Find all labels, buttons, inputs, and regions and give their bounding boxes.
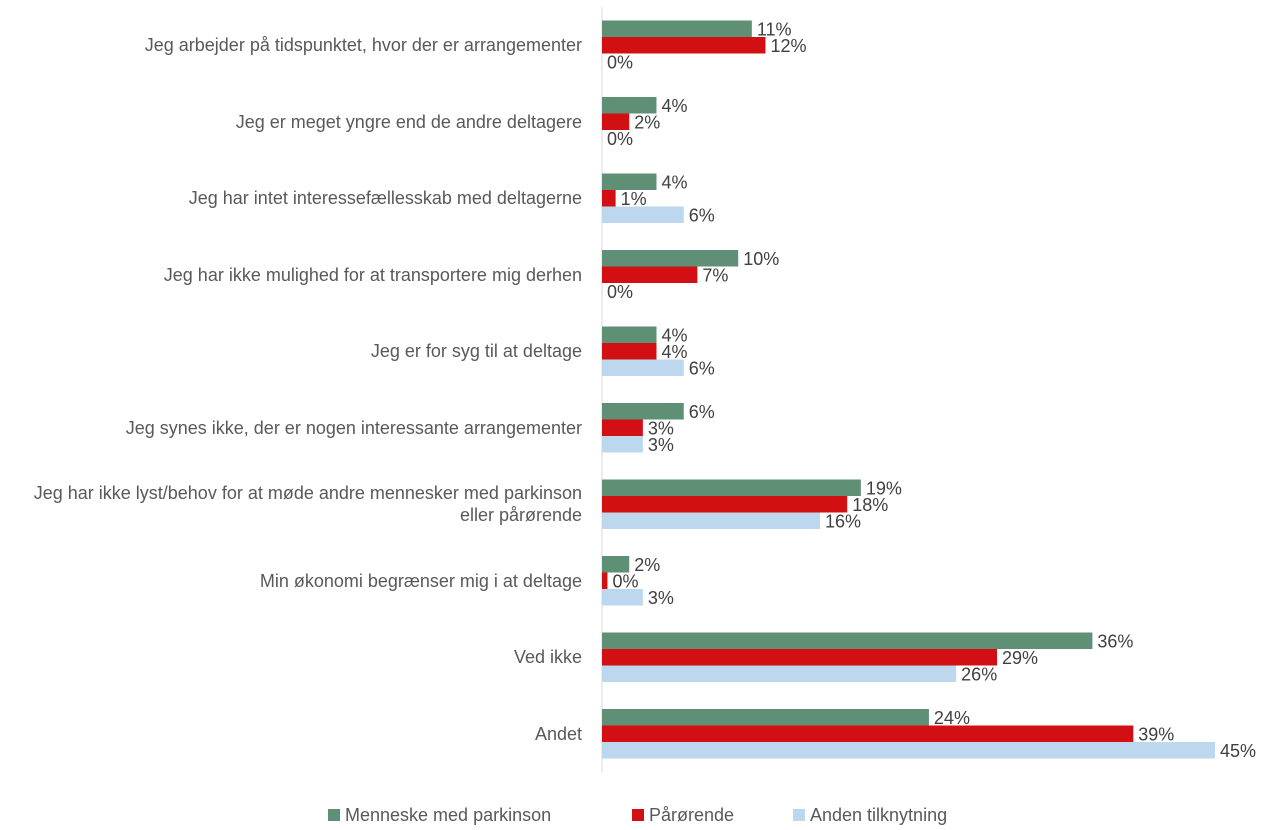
bar xyxy=(602,37,766,54)
bar xyxy=(602,496,848,513)
data-label: 24% xyxy=(934,708,970,728)
legend-label: Anden tilknytning xyxy=(810,805,947,825)
bar xyxy=(602,359,684,376)
bar xyxy=(602,742,1215,759)
bar xyxy=(602,190,616,207)
data-label: 4% xyxy=(661,96,687,116)
bar xyxy=(602,589,643,606)
data-label: 11% xyxy=(757,20,792,40)
y-tick-label: Jeg synes ikke, der er nogen interessant… xyxy=(125,417,582,438)
y-tick-label: Jeg har ikke mulighed for at transporter… xyxy=(163,264,582,285)
data-label: 45% xyxy=(1220,741,1256,761)
data-label: 26% xyxy=(961,665,997,685)
y-tick-label: Jeg er for syg til at deltage xyxy=(370,341,582,362)
y-tick-label: Ved ikke xyxy=(513,647,582,668)
y-tick-label: Jeg arbejder på tidspunktet, hvor der er… xyxy=(144,35,582,56)
bar xyxy=(602,326,657,343)
bar xyxy=(602,419,643,436)
y-tick-label: Andet xyxy=(534,723,582,744)
data-label: 3% xyxy=(648,419,674,439)
data-label: 16% xyxy=(825,512,861,532)
data-label: 2% xyxy=(634,555,660,575)
data-label: 4% xyxy=(661,173,687,193)
data-label: 3% xyxy=(648,435,674,455)
data-label: 18% xyxy=(852,495,888,515)
y-tick-label: Jeg har ikke lyst/behov for at møde andr… xyxy=(33,483,582,526)
data-label: 6% xyxy=(689,402,715,422)
bar xyxy=(602,113,630,130)
data-label: 12% xyxy=(770,36,806,56)
bar xyxy=(602,97,657,114)
bar xyxy=(602,250,739,267)
y-tick-label: Min økonomi begrænser mig i at deltage xyxy=(259,570,582,591)
bar xyxy=(602,556,630,573)
data-label: 29% xyxy=(1002,648,1038,668)
data-label: 0% xyxy=(607,282,633,302)
data-label: 10% xyxy=(743,249,779,269)
data-label: 36% xyxy=(1097,632,1133,652)
bar xyxy=(602,266,698,283)
data-label: 0% xyxy=(607,129,633,149)
bar xyxy=(602,20,752,37)
bar xyxy=(602,709,929,726)
legend-swatch xyxy=(793,809,805,821)
data-label: 1% xyxy=(621,189,647,209)
bar xyxy=(602,436,643,453)
data-label: 4% xyxy=(661,326,687,346)
bar xyxy=(602,632,1093,649)
bar xyxy=(602,665,957,682)
bar xyxy=(602,343,657,360)
y-tick-label: Jeg er meget yngre end de andre deltager… xyxy=(235,111,582,132)
data-label: 0% xyxy=(612,572,638,592)
bar xyxy=(602,512,820,529)
bar xyxy=(602,572,608,589)
data-label: 19% xyxy=(866,479,902,499)
legend-label: Menneske med parkinson xyxy=(345,805,551,825)
data-label: 3% xyxy=(648,588,674,608)
bar xyxy=(602,403,684,420)
bar xyxy=(602,725,1134,742)
data-label: 6% xyxy=(689,206,715,226)
y-tick-label: Jeg har intet interessefællesskab med de… xyxy=(188,188,582,209)
data-label: 6% xyxy=(689,359,715,379)
bar xyxy=(602,173,657,190)
data-label: 4% xyxy=(661,342,687,362)
legend-swatch xyxy=(632,809,644,821)
data-label: 39% xyxy=(1138,725,1174,745)
legend-swatch xyxy=(328,809,340,821)
legend-label: Pårørende xyxy=(649,805,734,825)
bar xyxy=(602,206,684,223)
data-label: 0% xyxy=(607,53,633,73)
data-label: 2% xyxy=(634,113,660,133)
data-label: 7% xyxy=(702,266,728,286)
bar xyxy=(602,479,861,496)
bar xyxy=(602,649,998,666)
